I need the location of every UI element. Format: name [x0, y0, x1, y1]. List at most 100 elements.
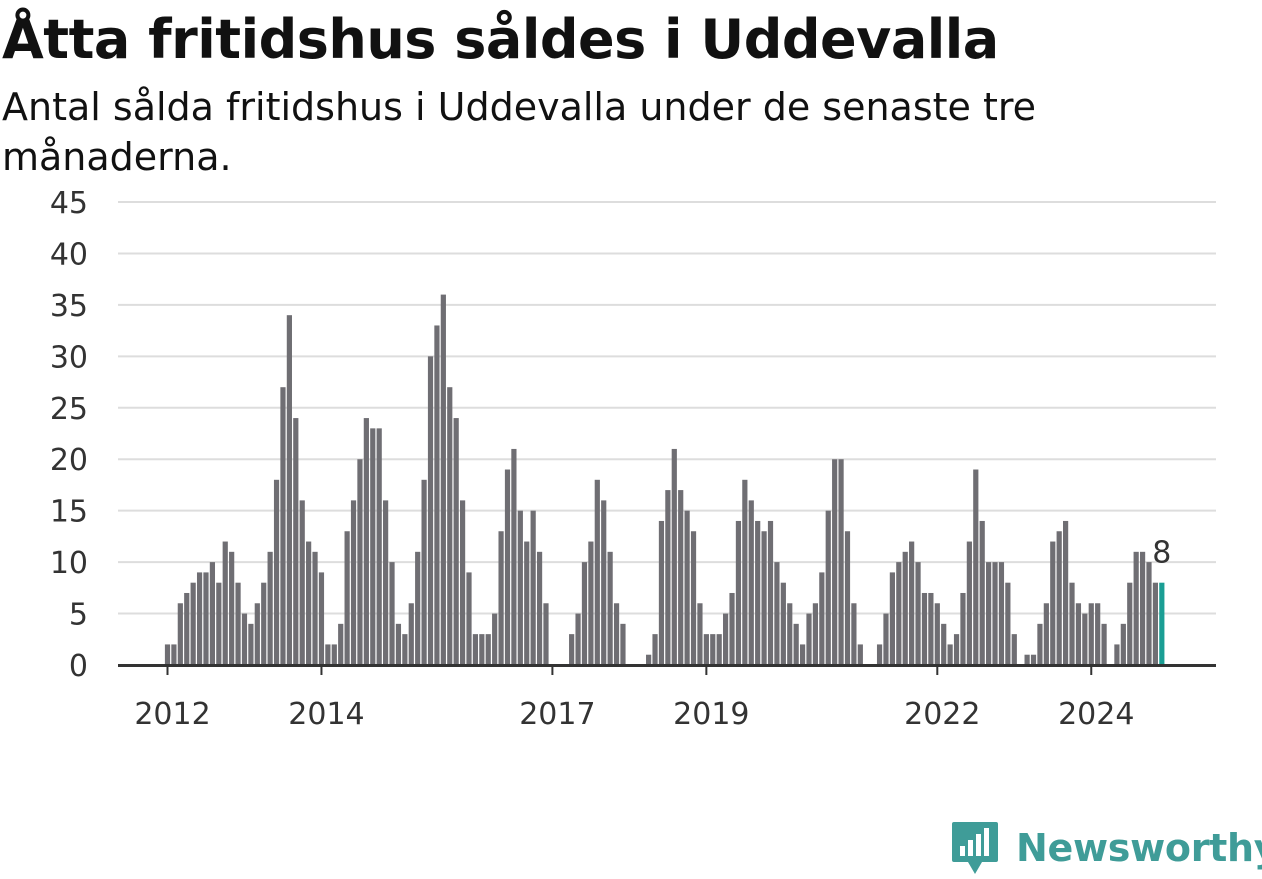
- bar: [184, 592, 190, 665]
- bar: [1139, 551, 1146, 665]
- bar: [857, 644, 863, 665]
- bar: [517, 510, 523, 665]
- bar: [434, 325, 440, 665]
- bar: [588, 541, 594, 665]
- bar: [613, 603, 620, 665]
- bar: [344, 531, 350, 665]
- bar: [1024, 654, 1030, 665]
- bar: [819, 572, 825, 665]
- chart-title: Åtta fritidshus såldes i Uddevalla: [2, 8, 999, 71]
- x-tick-label: 2014: [288, 697, 364, 732]
- bar: [761, 531, 767, 665]
- bar: [812, 603, 819, 665]
- bar: [1011, 634, 1017, 665]
- bar: [190, 582, 196, 665]
- bar: [402, 634, 408, 665]
- bar: [799, 644, 806, 665]
- bar: [325, 644, 331, 665]
- bar: [941, 623, 947, 665]
- bar: [280, 387, 286, 665]
- y-tick-label: 5: [69, 598, 88, 633]
- x-tick-label: 2024: [1058, 697, 1134, 732]
- y-tick-label: 40: [50, 237, 88, 272]
- bar: [472, 634, 479, 665]
- bar: [973, 469, 979, 665]
- bar: [652, 634, 658, 665]
- bar: [1063, 520, 1069, 665]
- bar: [1114, 644, 1120, 665]
- bar: [665, 490, 671, 665]
- chart-subtitle: Antal sålda fritidshus i Uddevalla under…: [2, 85, 1037, 179]
- bar: [876, 644, 883, 665]
- bar: [581, 562, 588, 665]
- bar: [299, 500, 305, 665]
- bar: [479, 634, 485, 665]
- bar: [196, 572, 203, 665]
- bar: [883, 613, 889, 665]
- bar: [273, 479, 280, 665]
- bar: [710, 634, 716, 665]
- bar-series: [164, 294, 1165, 665]
- bar: [1095, 603, 1101, 665]
- y-tick-label: 30: [50, 340, 88, 375]
- bar: [966, 541, 972, 665]
- x-axis: 2012 2014 2017 2019 2022 2024: [118, 664, 1216, 732]
- x-tick-label: 2019: [673, 697, 749, 732]
- bar: [363, 418, 369, 665]
- highlight-value-label: 8: [1152, 536, 1171, 571]
- bar: [447, 387, 453, 665]
- bar: [780, 582, 786, 665]
- bar: [844, 531, 851, 665]
- bar: [1146, 562, 1152, 665]
- bar: [511, 448, 517, 665]
- bar: [543, 603, 549, 665]
- bar: [1050, 541, 1056, 665]
- bar: [960, 592, 966, 665]
- bar: [267, 551, 273, 665]
- bar: [222, 541, 228, 665]
- bar: [729, 592, 735, 665]
- bar: [1133, 551, 1139, 665]
- bar: [1082, 613, 1088, 665]
- bar: [312, 551, 318, 665]
- bar: [690, 531, 697, 665]
- bar: [1088, 603, 1094, 665]
- bar: [838, 459, 844, 665]
- bar: [395, 623, 402, 665]
- bar: [229, 551, 235, 665]
- newsworthy-logo-icon: [952, 822, 998, 874]
- bar: [164, 644, 171, 665]
- bar: [748, 500, 754, 665]
- annotations: 8: [1152, 536, 1171, 571]
- bar: [254, 603, 260, 665]
- bar: [415, 551, 421, 665]
- bar: [1075, 603, 1082, 665]
- bar: [241, 613, 248, 665]
- bar: [896, 562, 902, 665]
- bar: [774, 562, 780, 665]
- bar: [177, 603, 183, 665]
- bar: [492, 613, 498, 665]
- bar: [459, 500, 466, 665]
- bar: [1030, 654, 1037, 665]
- bar: [376, 428, 382, 665]
- bar: [261, 582, 267, 665]
- x-tick-label: 2017: [519, 697, 595, 732]
- bar: [1069, 582, 1075, 665]
- bar: [697, 603, 703, 665]
- bar: [889, 572, 895, 665]
- x-tick-label: 2012: [134, 697, 210, 732]
- bar: [1101, 623, 1107, 665]
- bar: [678, 490, 684, 665]
- bar: [684, 510, 690, 665]
- bar: [1037, 623, 1043, 665]
- bar: [902, 551, 908, 665]
- bar: [953, 634, 960, 665]
- x-tick-label: 2022: [904, 697, 980, 732]
- bar: [851, 603, 857, 665]
- bar: [1005, 582, 1011, 665]
- bar: [216, 582, 222, 665]
- bar: [793, 623, 799, 665]
- bar: [716, 634, 722, 665]
- bar: [992, 562, 998, 665]
